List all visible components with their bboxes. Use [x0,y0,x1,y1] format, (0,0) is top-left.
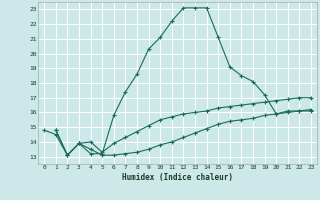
X-axis label: Humidex (Indice chaleur): Humidex (Indice chaleur) [122,173,233,182]
